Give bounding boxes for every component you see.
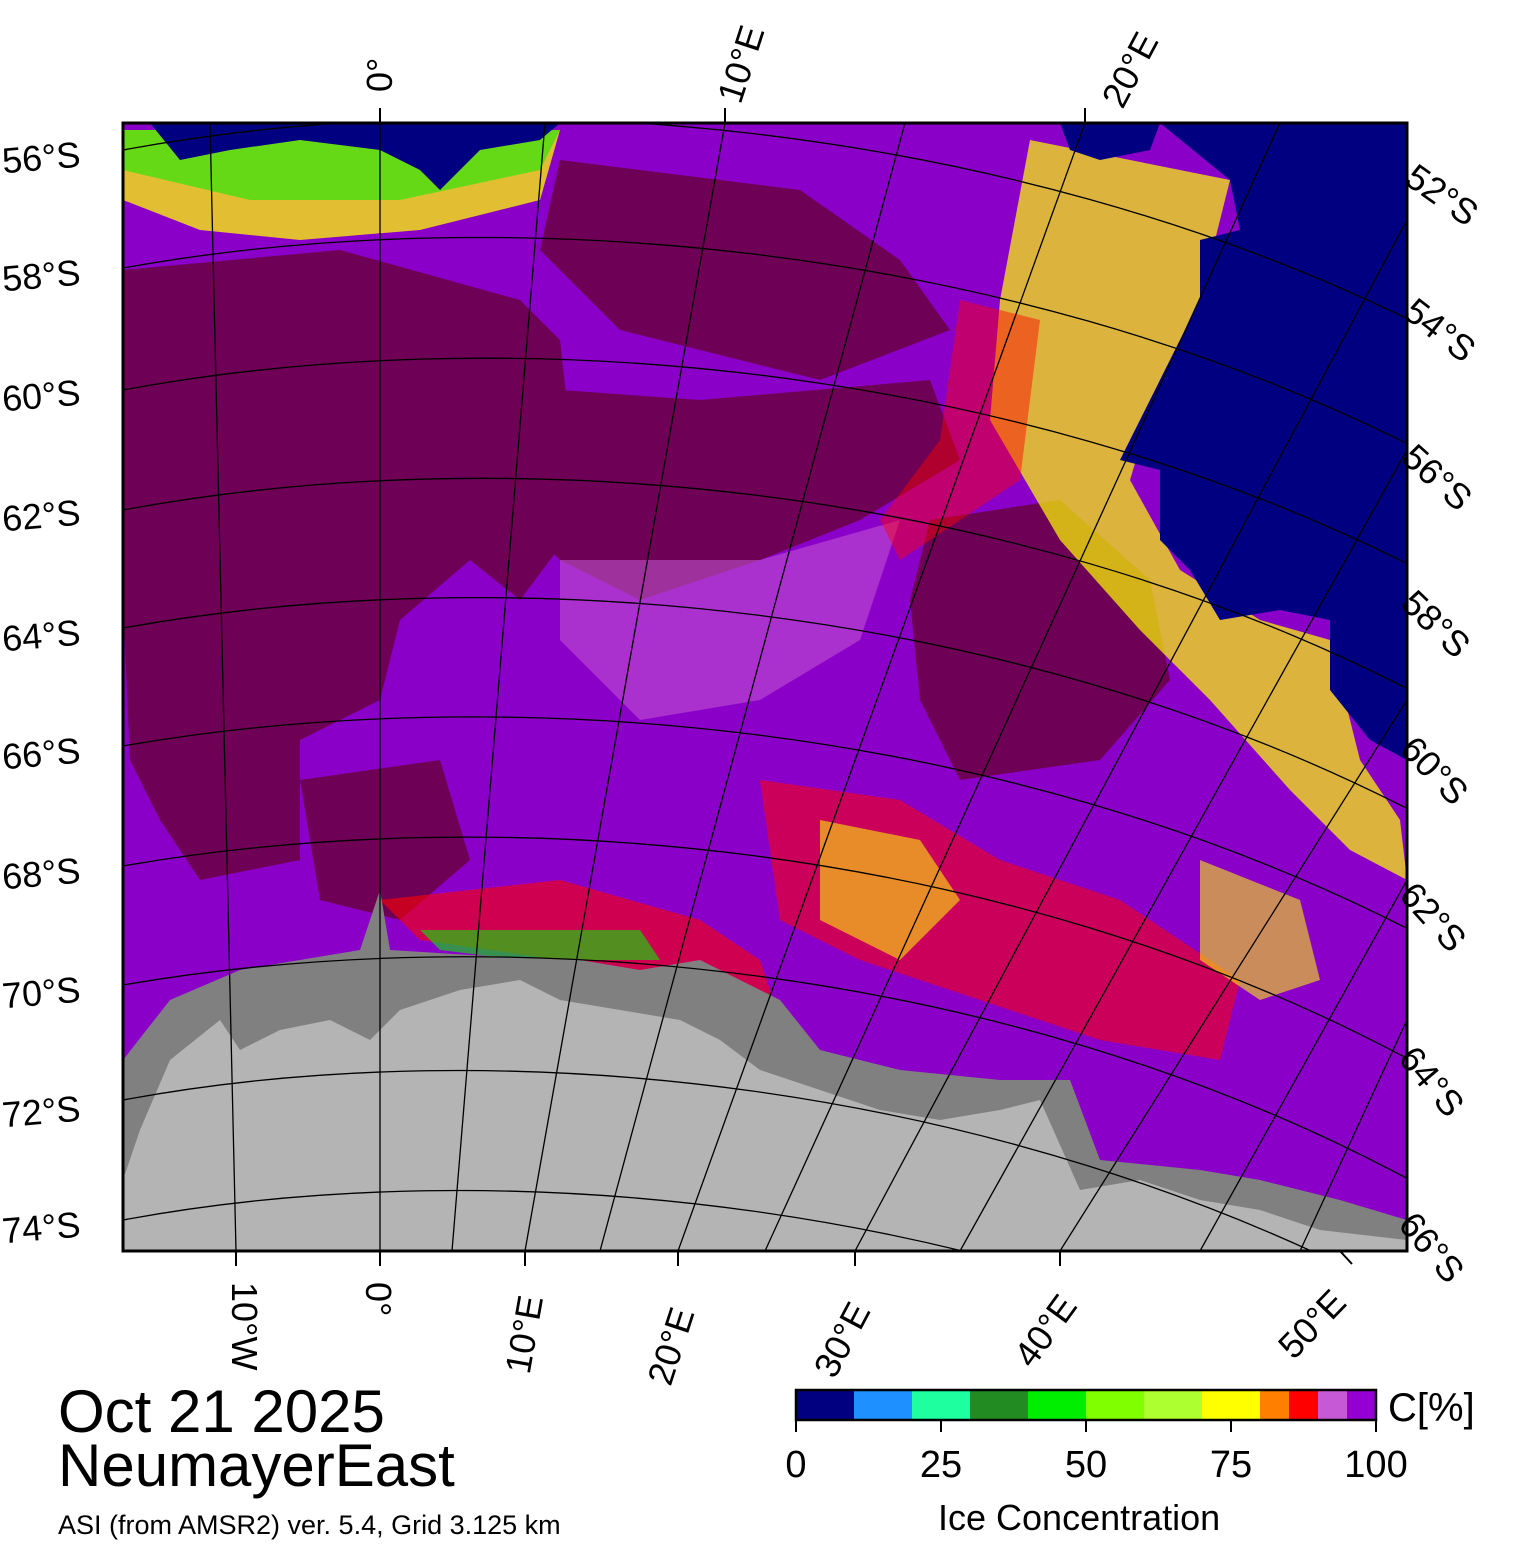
compact-ice-center [420, 380, 960, 600]
colorbar-segment [854, 1390, 913, 1420]
colorbar-tick-label: 50 [1064, 1444, 1108, 1486]
colorbar-segment [970, 1390, 1029, 1420]
marginal-ice-east [990, 140, 1407, 880]
violet-zone [560, 520, 900, 720]
left-lat-label: 68°S [0, 849, 83, 898]
colorbar-segment [912, 1390, 971, 1420]
colorbar-segment [1260, 1390, 1290, 1420]
open-water-north [150, 123, 560, 190]
colorbar-tick-label: 25 [919, 1444, 963, 1486]
map-frame [121, 121, 1409, 1253]
compact-ice-southwest [300, 760, 470, 920]
open-water-north-center [1060, 123, 1160, 160]
region-name: NeumayerEast [58, 1432, 455, 1499]
left-lat-label: 72°S [0, 1087, 83, 1136]
colorbar-segment [796, 1390, 855, 1420]
colorbar-segment [1086, 1390, 1145, 1420]
marginal-ice-central-yellow [820, 820, 960, 960]
left-lat-label: 74°S [0, 1203, 83, 1252]
colorbar [796, 1390, 1377, 1420]
antarctic-land [123, 980, 1407, 1251]
left-lat-label: 56°S [0, 133, 83, 182]
left-lat-label: 58°S [0, 251, 83, 300]
tick-marks [235, 108, 1353, 1266]
colorbar-tick-label: 0 [785, 1444, 807, 1486]
compact-ice-north [540, 160, 950, 380]
data-source: ASI (from AMSR2) ver. 5.4, Grid 3.125 km [58, 1510, 561, 1540]
left-lat-label: 62°S [0, 491, 83, 540]
bottom-lon-label: 0° [358, 1282, 399, 1317]
top-lon-label: 0° [359, 57, 400, 92]
map-date: Oct 21 2025 [58, 1378, 385, 1445]
colorbar-segment [1347, 1390, 1377, 1420]
colorbar-segment [1318, 1390, 1348, 1420]
marginal-ice-southeast [1200, 860, 1320, 1000]
map-area [123, 123, 1407, 1251]
colorbar-segment [1289, 1390, 1319, 1420]
bottom-lon-label: 10°W [224, 1282, 265, 1371]
left-lat-label: 64°S [0, 611, 83, 660]
left-lat-label: 70°S [0, 968, 83, 1017]
left-lat-label: 66°S [0, 729, 83, 778]
graticule [123, 123, 1407, 1251]
marginal-ice-east-red [880, 300, 1040, 560]
left-lat-label: 60°S [0, 371, 83, 420]
colorbar-segment [1028, 1390, 1087, 1420]
marginal-ice-coast-green [420, 930, 660, 960]
colorbar-tick-label: 100 [1344, 1444, 1408, 1486]
colorbar-segment [1202, 1390, 1261, 1420]
colorbar-ticks [795, 1420, 1377, 1432]
colorbar-unit: C[%] [1388, 1386, 1475, 1430]
colorbar-tick-label: 75 [1209, 1444, 1253, 1486]
open-water-north-east [1120, 123, 1407, 760]
colorbar-title: Ice Concentration [938, 1497, 1221, 1538]
colorbar-segment [1144, 1390, 1203, 1420]
